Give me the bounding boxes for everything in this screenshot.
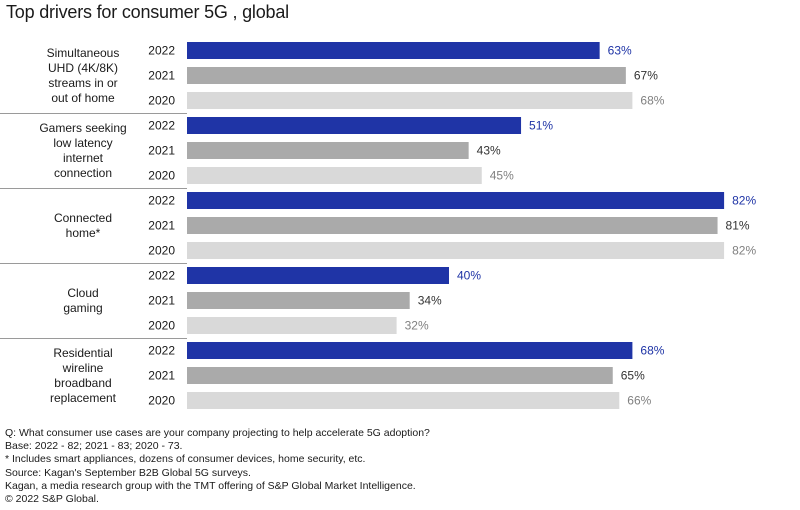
year-label: 2021 [148, 144, 175, 158]
year-label: 2021 [148, 369, 175, 383]
bar-2021 [187, 67, 626, 84]
note-question: Q: What consumer use cases are your comp… [5, 427, 430, 439]
bar-2021 [187, 292, 410, 309]
value-label: 82% [732, 244, 756, 258]
value-label: 32% [405, 319, 429, 333]
category-label: Residential wireline broadband replacement [50, 346, 117, 405]
value-label: 43% [477, 144, 501, 158]
bar-2020 [187, 317, 397, 334]
note-base: Base: 2022 - 82; 2021 - 83; 2020 - 73. [5, 440, 183, 453]
year-label: 2022 [148, 269, 175, 283]
year-label: 2022 [148, 119, 175, 133]
bar-2021 [187, 367, 613, 384]
bar-2021 [187, 142, 469, 159]
category-label: Simultaneous UHD (4K/8K) streams in or out … [47, 46, 120, 105]
year-label: 2020 [148, 169, 175, 183]
bar-2022 [187, 192, 725, 209]
year-label: 2020 [148, 394, 175, 408]
value-label: 82% [732, 194, 756, 208]
year-label: 2022 [148, 344, 175, 358]
year-label: 2022 [148, 44, 175, 58]
note-copyright: © 2022 S&P Global. [5, 493, 99, 506]
chart-title: Top drivers for consumer 5G , global [6, 2, 289, 22]
category-label: Cloud gaming [63, 286, 102, 315]
year-label: 2022 [148, 194, 175, 208]
value-label: 68% [640, 344, 664, 358]
footnotes: Q: What consumer use cases are your comp… [5, 427, 785, 506]
bar-2022 [187, 342, 633, 359]
note-kagan: Kagan, a media research group with the T… [5, 479, 416, 492]
category-label: Connected home* [54, 211, 112, 240]
value-label: 34% [418, 294, 442, 308]
bar-2022 [187, 42, 600, 59]
value-label: 45% [490, 169, 514, 183]
value-label: 67% [634, 69, 658, 83]
year-label: 2020 [148, 244, 175, 258]
value-label: 40% [457, 269, 481, 283]
year-label: 2020 [148, 94, 175, 108]
bar-2020 [187, 167, 482, 184]
year-label: 2020 [148, 319, 175, 333]
bar-2020 [187, 92, 633, 109]
year-label: 2021 [148, 69, 175, 83]
bar-2020 [187, 242, 725, 259]
value-label: 51% [529, 119, 553, 133]
value-label: 65% [621, 369, 645, 383]
year-label: 2021 [148, 294, 175, 308]
bar-2020 [187, 392, 620, 409]
note-asterisk: * Includes smart appliances, dozens of c… [5, 453, 366, 466]
value-label: 63% [608, 44, 632, 58]
bar-chart: Simultaneous UHD (4K/8K) streams in or out … [0, 42, 756, 409]
value-label: 66% [627, 394, 651, 408]
value-label: 68% [640, 94, 664, 108]
bar-2022 [187, 117, 522, 134]
value-label: 81% [726, 219, 750, 233]
year-label: 2021 [148, 219, 175, 233]
bar-2022 [187, 267, 449, 284]
note-source: Source: Kagan's September B2B Global 5G … [5, 466, 251, 479]
bar-2021 [187, 217, 718, 234]
category-label: Gamers seeking low latency internet connect… [39, 121, 126, 180]
